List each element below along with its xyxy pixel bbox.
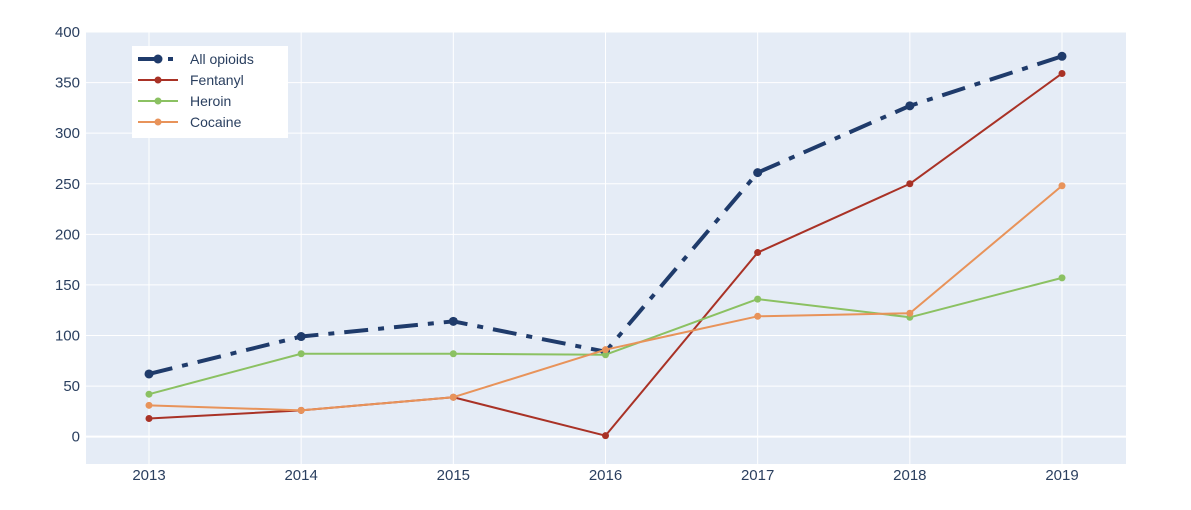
y-tick-label: 300	[55, 125, 80, 142]
legend-label: Heroin	[190, 93, 231, 109]
x-tick-label: 2013	[132, 467, 165, 484]
y-tick-label: 200	[55, 226, 80, 243]
series-heroin	[145, 274, 1066, 398]
y-tick-label: 400	[55, 24, 80, 41]
series-cocaine	[145, 182, 1066, 414]
data-point	[1058, 69, 1066, 77]
data-point	[754, 249, 762, 257]
data-point	[449, 350, 457, 358]
legend-label: All opioids	[190, 51, 254, 67]
y-tick-label: 350	[55, 75, 80, 92]
legend-label: Cocaine	[190, 114, 242, 130]
legend-swatch-marker	[154, 97, 162, 105]
legend-swatch-marker	[154, 118, 162, 126]
x-tick-label: 2018	[893, 467, 926, 484]
x-tick-label: 2016	[589, 467, 622, 484]
legend-swatch-marker	[154, 76, 162, 84]
data-point	[297, 406, 305, 414]
data-point	[602, 346, 609, 354]
y-tick-label: 0	[72, 429, 80, 446]
data-point	[602, 351, 609, 359]
data-point	[906, 309, 914, 317]
data-point	[905, 101, 915, 111]
data-point	[296, 332, 306, 342]
data-point	[602, 432, 609, 440]
data-point	[145, 390, 153, 398]
x-axis-tick-labels: 2013 2014 2015 2016 2017 2018 2019	[132, 467, 1078, 484]
data-point	[753, 168, 763, 178]
legend-label: Fentanyl	[190, 72, 244, 88]
x-tick-label: 2014	[284, 467, 317, 484]
data-point	[1057, 51, 1067, 61]
legend: All opioids Fentanyl Heroin Cocaine	[132, 46, 288, 138]
data-point	[754, 312, 762, 320]
data-point	[754, 295, 762, 303]
legend-item: All opioids	[138, 51, 254, 67]
data-point	[449, 393, 457, 401]
data-point	[297, 350, 305, 358]
x-tick-label: 2017	[741, 467, 774, 484]
y-tick-label: 250	[55, 176, 80, 193]
legend-item: Fentanyl	[138, 72, 244, 88]
data-point	[145, 401, 153, 409]
data-point	[145, 414, 153, 422]
legend-item: Heroin	[138, 93, 231, 109]
y-tick-label: 150	[55, 277, 80, 294]
y-tick-label: 100	[55, 328, 80, 345]
x-tick-label: 2015	[437, 467, 470, 484]
data-point	[906, 180, 914, 188]
data-point	[144, 369, 154, 379]
x-tick-label: 2019	[1045, 467, 1078, 484]
data-point	[1058, 274, 1066, 282]
data-point	[448, 316, 458, 326]
data-point	[1058, 182, 1066, 190]
y-tick-label: 50	[63, 378, 80, 395]
series-layer	[144, 51, 1067, 440]
legend-swatch-marker	[153, 54, 163, 64]
y-axis-tick-labels: 0 50 100 150 200 250 300 350 400	[55, 24, 80, 446]
legend-item: Cocaine	[138, 114, 242, 130]
